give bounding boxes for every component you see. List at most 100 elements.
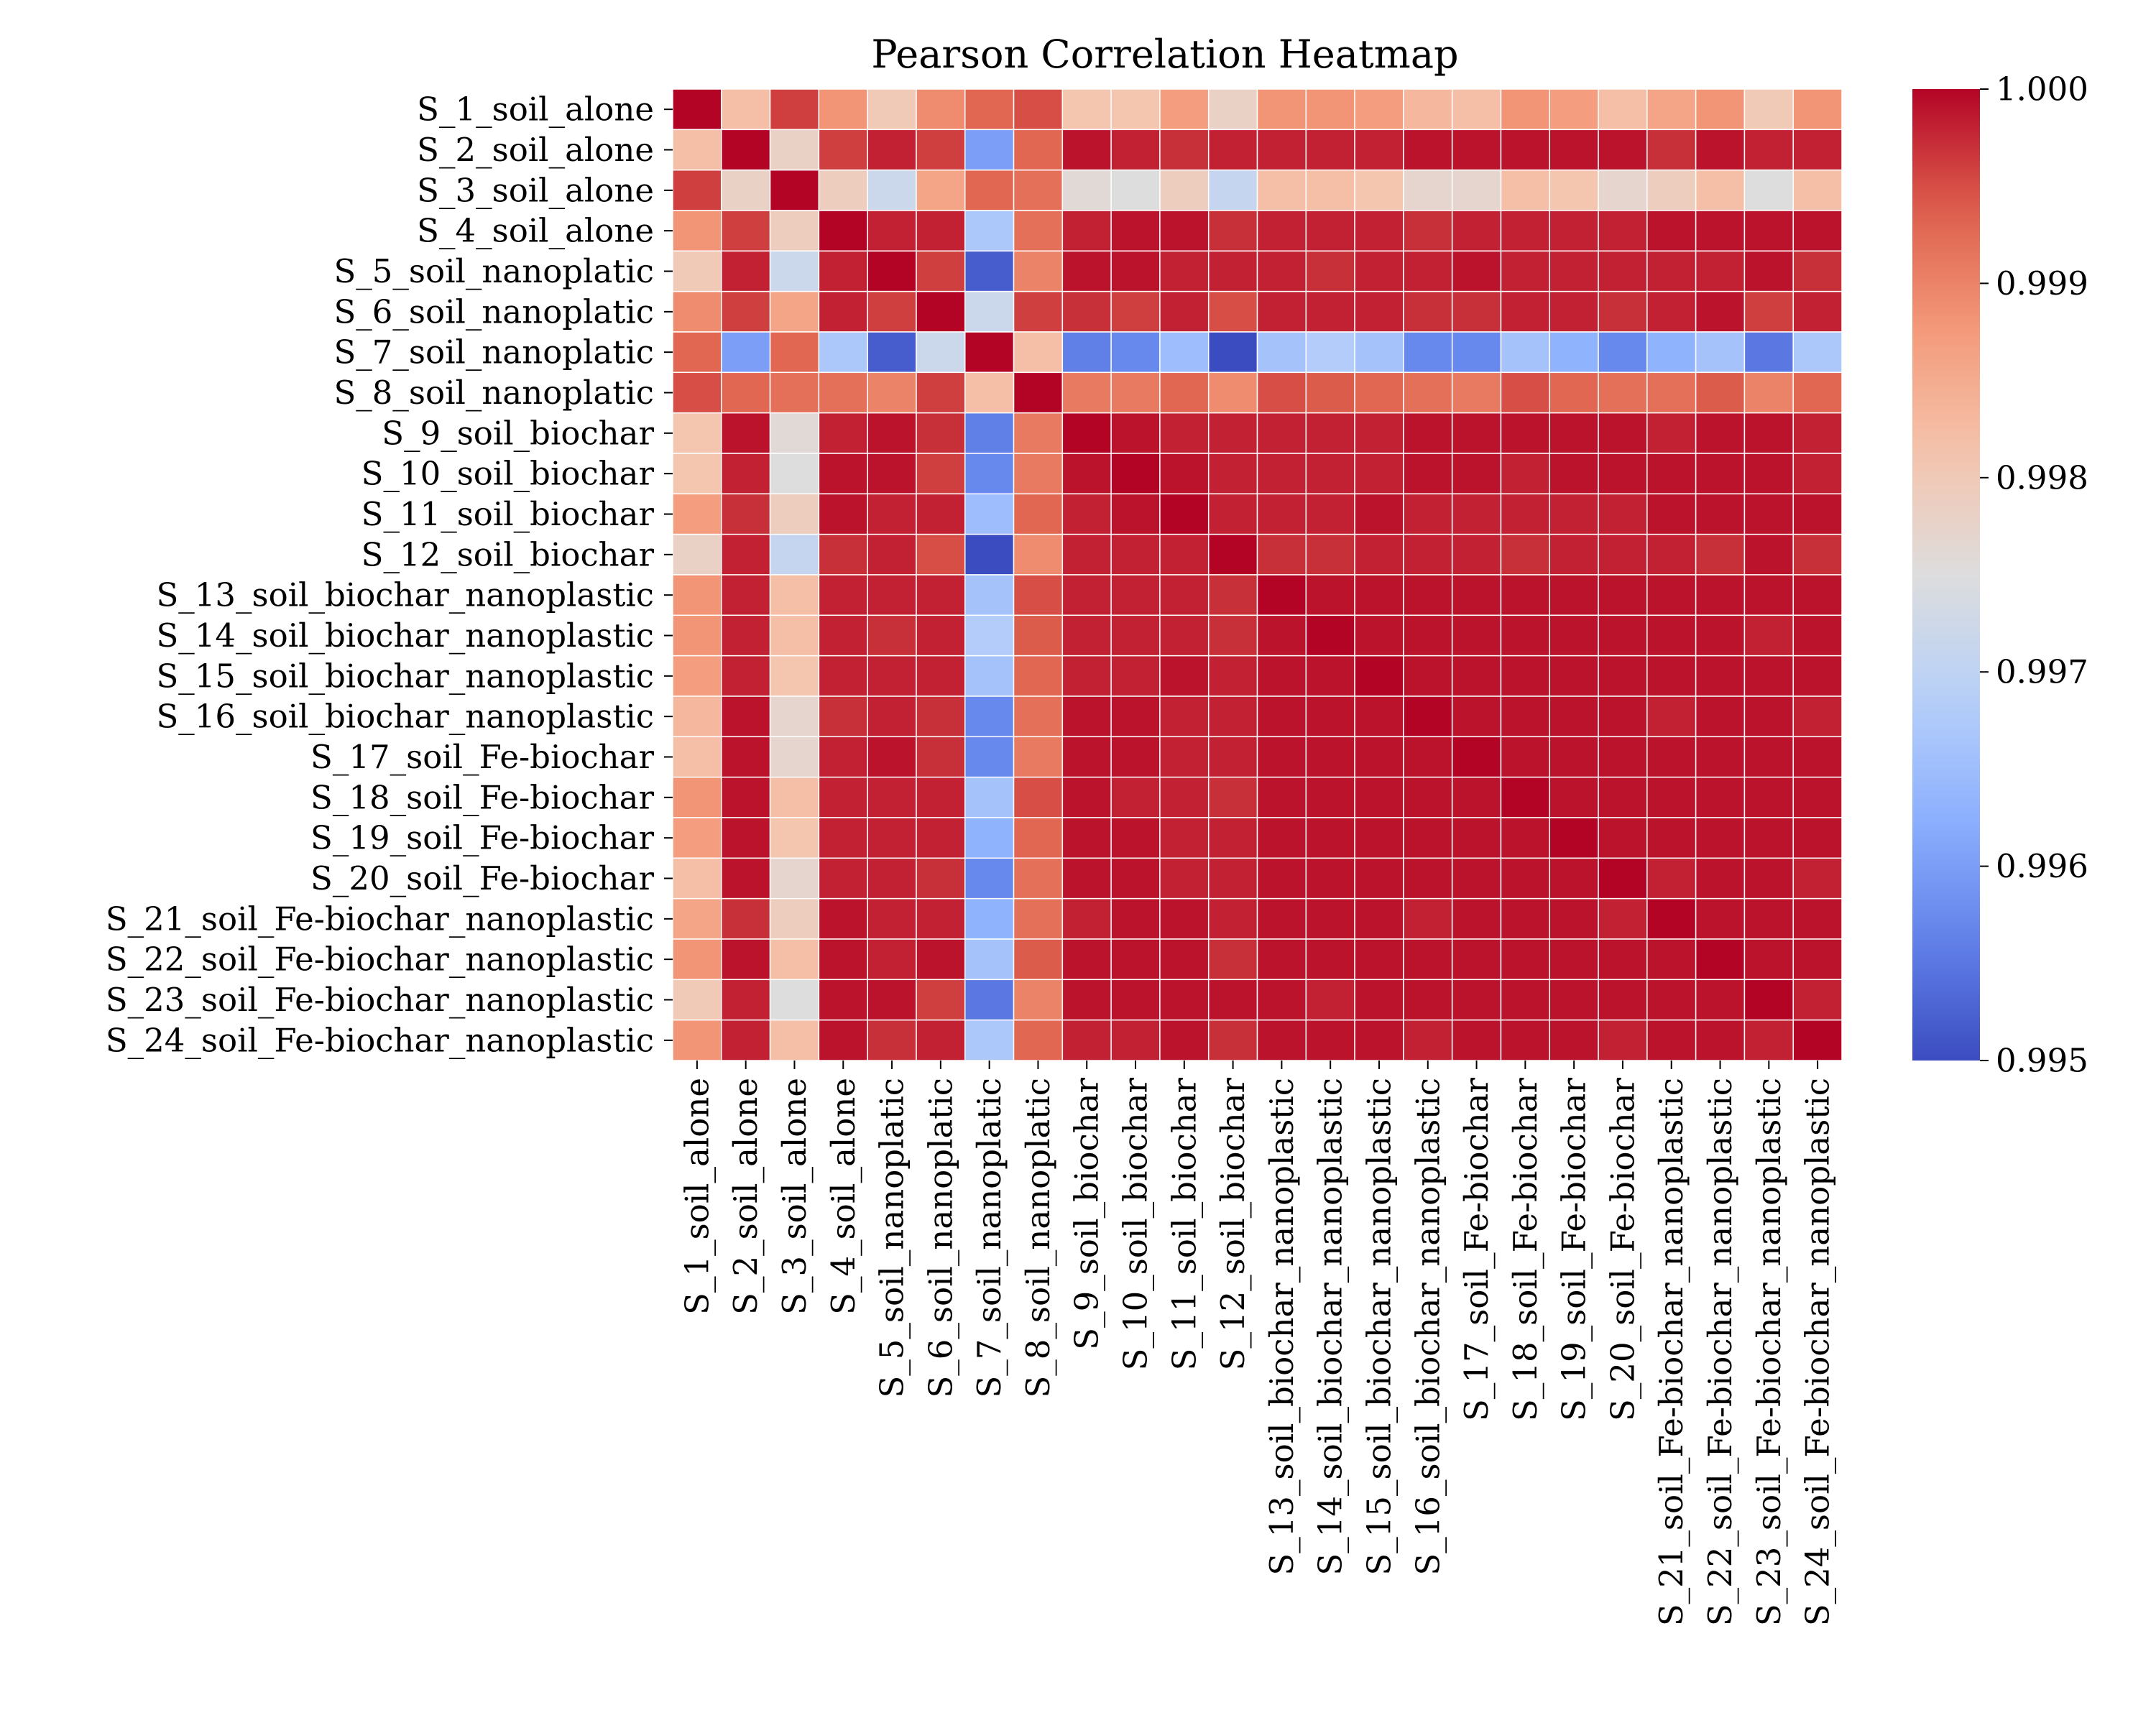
chart-title: Pearson Correlation Heatmap (871, 32, 1458, 77)
heatmap-cell (1207, 776, 1258, 818)
heatmap-cell (1598, 736, 1648, 778)
heatmap-cell (1013, 1019, 1064, 1061)
heatmap-cell (1110, 371, 1161, 414)
y-tick-label: S_6_soil_nanoplatic (333, 292, 654, 331)
heatmap-cell (1403, 897, 1453, 940)
heatmap-cell (769, 290, 820, 333)
heatmap-cell (1207, 1019, 1258, 1061)
heatmap-cell (1451, 979, 1502, 1021)
x-tick-label: S_5_soil_nanoplatic (873, 1078, 911, 1398)
heatmap-cell (769, 1019, 820, 1061)
heatmap-cell (1013, 453, 1064, 495)
heatmap-cell (1305, 493, 1355, 535)
heatmap-cell (1110, 412, 1161, 454)
heatmap-cell (1646, 533, 1697, 576)
heatmap-cell (1500, 533, 1550, 576)
heatmap-cell (721, 129, 771, 171)
heatmap-cell (867, 938, 917, 981)
heatmap-cell (1354, 210, 1404, 252)
heatmap-cell (721, 979, 771, 1021)
heatmap-cell (1256, 817, 1307, 859)
heatmap-cell (1695, 736, 1746, 778)
heatmap-cell (1013, 817, 1064, 859)
heatmap-cell (1061, 857, 1112, 900)
heatmap-cell (1061, 655, 1112, 697)
heatmap-cell (672, 574, 722, 616)
heatmap-cell (1451, 897, 1502, 940)
heatmap-cell (818, 897, 868, 940)
heatmap-cell (1549, 897, 1599, 940)
heatmap-cell (769, 776, 820, 818)
heatmap-cell (1403, 614, 1453, 657)
heatmap-cell (1256, 250, 1307, 292)
heatmap-cell (1743, 453, 1794, 495)
heatmap-cell (1013, 897, 1064, 940)
heatmap-cell (1256, 574, 1307, 616)
heatmap-cell (1013, 210, 1064, 252)
heatmap-cell (1354, 290, 1404, 333)
heatmap-cell (1207, 938, 1258, 981)
heatmap-cell (1598, 453, 1648, 495)
heatmap-cell (1598, 88, 1648, 131)
heatmap-cell (721, 736, 771, 778)
heatmap-cell (1403, 88, 1453, 131)
heatmap-cell (1256, 1019, 1307, 1061)
heatmap-cell (769, 574, 820, 616)
x-tick-label: S_18_soil_Fe-biochar (1506, 1078, 1544, 1421)
heatmap-cell (1061, 169, 1112, 211)
heatmap-cell (1646, 655, 1697, 697)
heatmap-cell (672, 129, 722, 171)
heatmap-cell (1013, 857, 1064, 900)
y-tick-label: S_15_soil_biochar_nanoplastic (156, 657, 654, 695)
heatmap-cell (1403, 655, 1453, 697)
heatmap-cell (964, 331, 1015, 374)
x-tick-label: S_9_soil_biochar (1068, 1078, 1106, 1350)
heatmap-cell (1256, 655, 1307, 697)
heatmap-cell (1110, 290, 1161, 333)
heatmap-cell (1354, 979, 1404, 1021)
heatmap-cell (1110, 331, 1161, 374)
heatmap-cell (818, 453, 868, 495)
heatmap-cell (1256, 412, 1307, 454)
heatmap-cell (1743, 696, 1794, 738)
heatmap-cell (1598, 655, 1648, 697)
y-tick-label: S_8_soil_nanoplatic (333, 374, 654, 412)
heatmap-cell (1695, 614, 1746, 657)
heatmap-cell (672, 250, 722, 292)
heatmap-cell (1110, 897, 1161, 940)
heatmap-cell (867, 979, 917, 1021)
heatmap-cell (916, 736, 966, 778)
heatmap-cell (1451, 1019, 1502, 1061)
heatmap-cell (672, 857, 722, 900)
heatmap-cell (769, 979, 820, 1021)
heatmap-cell (672, 331, 722, 374)
heatmap-cell (1743, 88, 1794, 131)
heatmap-cell (1500, 210, 1550, 252)
heatmap-cell (1110, 696, 1161, 738)
heatmap-cell (672, 169, 722, 211)
heatmap-cell (916, 614, 966, 657)
heatmap-cell (1451, 169, 1502, 211)
heatmap-cell (1646, 210, 1697, 252)
heatmap-cell (1159, 129, 1210, 171)
heatmap-cell (1159, 210, 1210, 252)
heatmap-cell (1110, 817, 1161, 859)
heatmap-cell (1451, 290, 1502, 333)
heatmap-cell (1792, 453, 1843, 495)
x-tick-label: S_15_soil_biochar_nanoplastic (1360, 1078, 1398, 1576)
heatmap-cell (1792, 371, 1843, 414)
heatmap-cell (1549, 533, 1599, 576)
heatmap-cell (1646, 453, 1697, 495)
heatmap-cell (1110, 210, 1161, 252)
heatmap-cell (1598, 979, 1648, 1021)
heatmap-cell (1354, 453, 1404, 495)
heatmap-cell (1451, 817, 1502, 859)
heatmap-cell (1305, 817, 1355, 859)
heatmap-cell (672, 533, 722, 576)
heatmap-cell (1207, 817, 1258, 859)
heatmap-cell (916, 574, 966, 616)
heatmap-cell (1159, 897, 1210, 940)
heatmap-cell (964, 897, 1015, 940)
heatmap-cell (1354, 88, 1404, 131)
